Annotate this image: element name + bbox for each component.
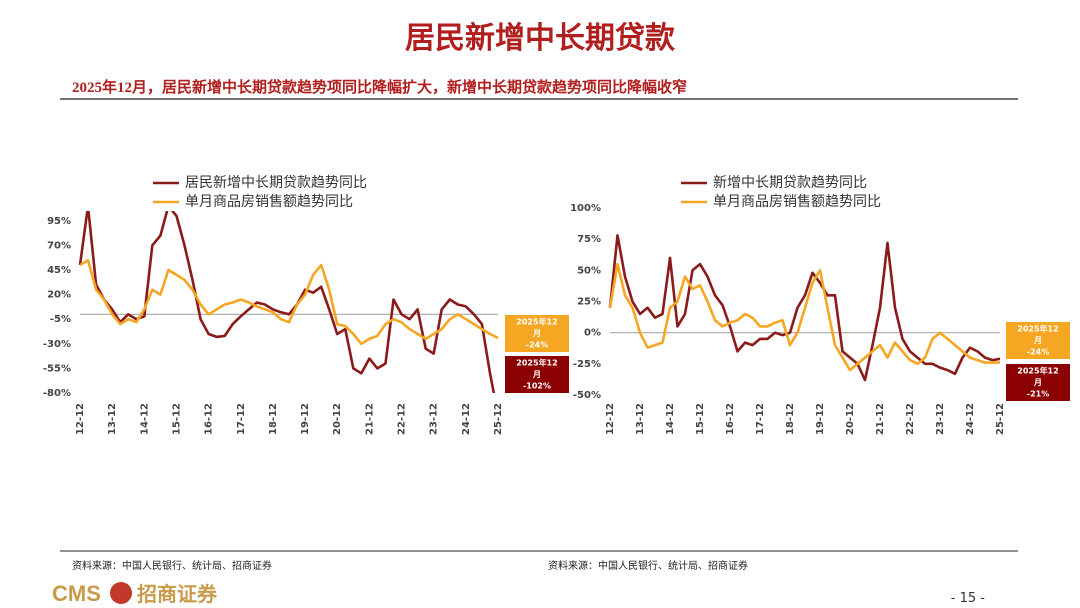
x-tick-label: 14-12 <box>665 403 676 435</box>
x-tick-label: 18-12 <box>785 403 796 435</box>
y-tick-label: 100% <box>570 203 601 214</box>
x-tick-label: 19-12 <box>815 403 826 435</box>
logo-latin: CMS <box>52 581 101 606</box>
x-tick-label: 25-12 <box>493 403 504 435</box>
x-tick-label: 23-12 <box>429 403 440 435</box>
x-tick-label: 12-12 <box>605 403 616 435</box>
annotation-text: -21% <box>1027 390 1049 399</box>
y-tick-label: 0% <box>584 328 601 339</box>
series-line <box>79 258 499 346</box>
annotation-text: 月 <box>532 329 541 338</box>
x-tick-label: 20-12 <box>332 403 343 435</box>
slide-subtitle: 2025年12月，居民新增中长期贷款趋势项同比降幅扩大，新增中长期贷款趋势项同比… <box>72 78 687 96</box>
annotation-box <box>1006 322 1070 359</box>
x-tick-label: 23-12 <box>935 403 946 435</box>
source-note: 资料来源：中国人民银行、统计局、招商证券 <box>72 559 272 572</box>
x-tick-label: 22-12 <box>397 403 408 435</box>
x-tick-label: 12-12 <box>75 403 86 435</box>
logo-text: 招商证券 <box>137 582 218 606</box>
legend-label: 新增中长期贷款趋势同比 <box>713 175 867 191</box>
x-tick-label: 17-12 <box>755 403 766 435</box>
x-tick-label: 24-12 <box>461 403 472 435</box>
chart: -80% -55% -30% -5% 20% 45% 70% 95% 12-12 13-12 14-… <box>43 175 569 435</box>
x-tick-label: 18-12 <box>268 403 279 435</box>
x-tick-label: 13-12 <box>107 403 118 435</box>
x-tick-label: 21-12 <box>364 403 375 435</box>
annotation-text: -102% <box>523 382 551 391</box>
x-tick-label: 16-12 <box>725 403 736 435</box>
chart: -50% -25% 0% 25% 50% 75% 100% 12-12 13-12 14-12 15… <box>570 175 1070 435</box>
page-number: - 15 - <box>951 591 985 606</box>
x-tick-label: 16-12 <box>204 403 215 435</box>
logo-icon <box>110 582 132 604</box>
y-tick-label: 50% <box>577 265 601 276</box>
x-tick-label: 21-12 <box>875 403 886 435</box>
source-note: 资料来源：中国人民银行、统计局、招商证券 <box>548 559 748 572</box>
y-tick-label: -25% <box>573 359 601 370</box>
y-tick-label: -5% <box>50 314 71 325</box>
y-tick-label: 45% <box>47 265 71 276</box>
x-tick-label: 19-12 <box>300 403 311 435</box>
annotation-box <box>505 356 569 393</box>
x-tick-label: 17-12 <box>236 403 247 435</box>
annotation-box <box>1006 364 1070 401</box>
x-tick-label: 24-12 <box>965 403 976 435</box>
charts: -80% -55% -30% -5% 20% 45% 70% 95% 12-12 13-12 14-… <box>43 175 1070 435</box>
annotation-text: 月 <box>1033 336 1042 345</box>
annotation-text: 2025年12 <box>516 317 557 327</box>
y-tick-label: -80% <box>43 388 71 399</box>
y-tick-label: 75% <box>577 234 601 245</box>
annotation-text: -24% <box>526 341 548 350</box>
x-tick-label: 14-12 <box>139 403 150 435</box>
y-tick-label: 20% <box>47 290 71 301</box>
series-line <box>608 262 1000 372</box>
annotation-text: 2025年12 <box>516 358 557 368</box>
x-tick-label: 13-12 <box>635 403 646 435</box>
annotation-text: 2025年12 <box>1017 324 1058 334</box>
legend-label: 单月商品房销售额趋势同比 <box>713 194 881 210</box>
annotation-text: 2025年12 <box>1017 366 1058 376</box>
x-tick-label: 20-12 <box>845 403 856 435</box>
annotation-text: -24% <box>1027 348 1049 357</box>
series-line <box>78 211 496 393</box>
slide-title: 居民新增中长期贷款 <box>405 22 676 55</box>
x-tick-label: 15-12 <box>695 403 706 435</box>
annotation-text: 月 <box>532 370 541 379</box>
y-tick-label: -30% <box>43 339 71 350</box>
y-tick-label: 70% <box>47 240 71 251</box>
y-tick-label: 95% <box>47 216 71 227</box>
y-tick-label: -55% <box>43 363 71 374</box>
x-tick-label: 15-12 <box>171 403 182 435</box>
y-tick-label: 25% <box>577 297 601 308</box>
legend-label: 单月商品房销售额趋势同比 <box>185 194 353 210</box>
y-tick-label: -50% <box>573 390 601 401</box>
legend-label: 居民新增中长期贷款趋势同比 <box>185 175 367 191</box>
annotation-text: 月 <box>1033 378 1042 387</box>
x-tick-label: 22-12 <box>905 403 916 435</box>
x-tick-label: 25-12 <box>995 403 1006 435</box>
annotation-box <box>505 315 569 352</box>
